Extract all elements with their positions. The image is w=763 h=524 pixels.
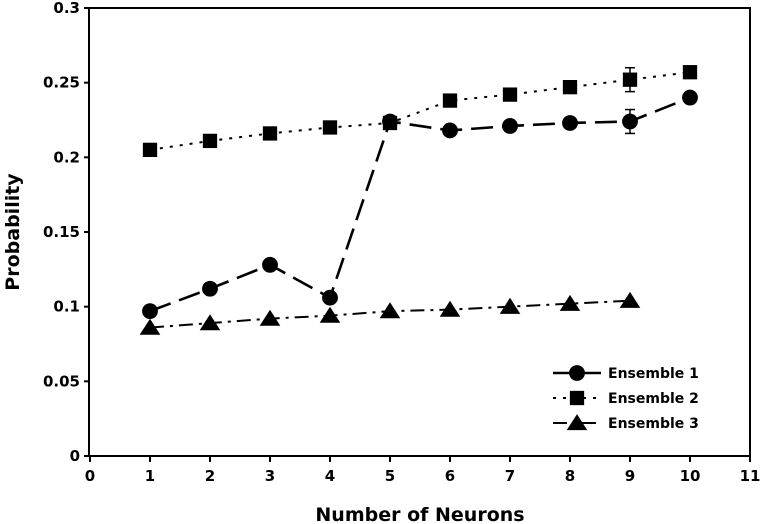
x-tick-label: 0 xyxy=(85,467,95,485)
data-point xyxy=(442,93,458,108)
data-point xyxy=(142,303,158,320)
data-point xyxy=(562,79,578,95)
legend: Ensemble 1 Ensemble 2 Ensemble 3 xyxy=(553,365,699,432)
data-point xyxy=(562,115,578,131)
y-tick-label: 0.05 xyxy=(43,372,80,390)
data-point xyxy=(322,289,338,306)
x-tick-label: 1 xyxy=(145,467,155,485)
y-tick-label: 0.25 xyxy=(43,74,80,92)
legend-item: Ensemble 2 xyxy=(553,390,699,407)
data-point xyxy=(142,142,158,158)
y-tick-label: 0.1 xyxy=(53,298,80,316)
data-point xyxy=(199,314,221,331)
x-tick-label: 11 xyxy=(740,467,761,485)
series-2 xyxy=(142,65,698,158)
x-tick-label: 8 xyxy=(565,467,575,485)
data-point xyxy=(382,115,398,131)
legend-item: Ensemble 3 xyxy=(553,414,699,432)
legend-label: Ensemble 1 xyxy=(608,366,699,382)
x-tick-label: 9 xyxy=(625,467,635,485)
data-point xyxy=(499,297,521,314)
x-tick-label: 7 xyxy=(505,467,515,485)
y-axis: 0 0.05 0.1 0.15 0.2 0.25 0.3 xyxy=(43,0,90,465)
x-tick-label: 4 xyxy=(325,467,335,485)
data-point xyxy=(682,89,698,106)
data-point xyxy=(202,133,218,149)
y-tick-label: 0.3 xyxy=(53,0,80,17)
data-point xyxy=(439,300,461,317)
data-point xyxy=(259,309,281,326)
y-tick-label: 0 xyxy=(70,447,80,465)
legend-marker xyxy=(569,390,585,406)
x-tick-label: 2 xyxy=(205,467,215,485)
y-axis-title: Probability xyxy=(2,173,24,291)
y-tick-label: 0.15 xyxy=(43,223,80,241)
y-tick-label: 0.2 xyxy=(53,148,80,166)
x-axis: 0 1 2 3 4 5 6 7 8 9 10 11 xyxy=(85,456,761,485)
data-point xyxy=(442,122,458,139)
series-layer xyxy=(139,65,698,335)
data-point xyxy=(502,118,518,134)
series-line xyxy=(149,71,691,151)
data-point xyxy=(262,256,278,273)
x-axis-title: Number of Neurons xyxy=(315,504,524,524)
x-tick-label: 6 xyxy=(445,467,455,485)
legend-marker xyxy=(569,365,585,381)
data-point xyxy=(622,72,638,87)
legend-label: Ensemble 3 xyxy=(608,416,699,432)
data-point xyxy=(619,291,641,308)
data-point xyxy=(379,302,401,319)
x-tick-label: 3 xyxy=(265,467,275,485)
series-line xyxy=(149,96,691,313)
legend-marker xyxy=(566,414,588,431)
legend-item: Ensemble 1 xyxy=(553,365,699,382)
x-tick-label: 5 xyxy=(385,467,395,485)
data-point xyxy=(502,87,518,102)
data-point xyxy=(202,280,218,297)
data-point xyxy=(319,306,341,323)
data-point xyxy=(322,120,338,135)
data-point xyxy=(682,65,698,80)
data-point xyxy=(622,113,638,130)
series-3 xyxy=(139,291,641,335)
legend-label: Ensemble 2 xyxy=(608,391,699,407)
plot-area xyxy=(88,7,751,457)
x-tick-label: 10 xyxy=(680,467,701,485)
data-point xyxy=(262,126,278,141)
data-point xyxy=(139,318,161,335)
data-point xyxy=(559,294,581,311)
